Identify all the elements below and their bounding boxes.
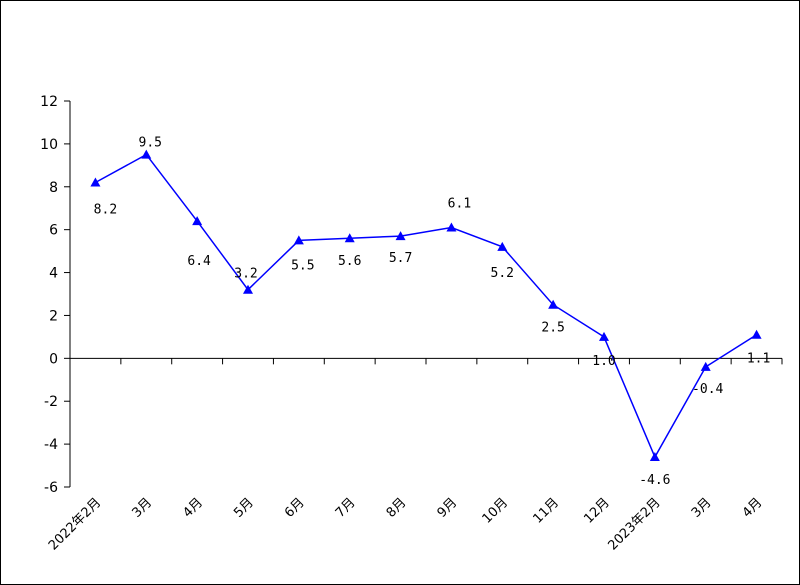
data-label: 6.4	[187, 254, 211, 269]
data-label: -4.6	[639, 473, 670, 488]
x-tick-label: 2023年2月	[605, 495, 663, 553]
y-tick: 10	[40, 137, 70, 153]
data-label: 5.5	[291, 258, 314, 273]
y-tick: -2	[44, 394, 70, 410]
x-tick-label: 4月	[740, 495, 766, 521]
data-point-marker	[90, 177, 101, 187]
data-point-marker	[243, 284, 253, 294]
data-label: 5.7	[389, 251, 412, 266]
y-tick: 8	[49, 180, 70, 196]
y-tick-label: -6	[44, 480, 58, 496]
data-point-marker	[751, 329, 762, 339]
data-label: 6.1	[448, 197, 471, 212]
y-tick: -6	[44, 480, 70, 496]
series-line	[95, 153, 758, 459]
y-tick: 4	[49, 266, 70, 282]
x-tick-label: 2022年2月	[46, 495, 104, 553]
data-label: 1.1	[747, 352, 770, 367]
data-point-marker	[548, 299, 559, 309]
data-label: 5.6	[338, 254, 361, 269]
y-tick: 6	[49, 223, 70, 239]
x-tick-label: 3月	[689, 495, 715, 521]
y-tick: -4	[44, 437, 70, 453]
x-tick-label: 4月	[180, 495, 206, 521]
y-tick-label: 0	[49, 351, 58, 367]
data-point-marker	[497, 241, 508, 251]
x-tick-label: 3月	[129, 495, 155, 521]
x-tick-label: 12月	[581, 495, 612, 526]
y-tick-label: -4	[44, 437, 58, 453]
data-point-marker	[141, 149, 152, 159]
y-tick: 0	[49, 351, 70, 367]
data-point-marker	[395, 231, 406, 241]
x-tick-label: 6月	[282, 495, 308, 521]
data-point-marker	[293, 235, 304, 245]
y-tick-label: 12	[40, 94, 58, 110]
data-label: 3.2	[234, 267, 257, 282]
data-point-marker	[700, 361, 711, 371]
data-label: 5.2	[491, 266, 514, 281]
x-tick-label: 10月	[480, 495, 511, 526]
data-point-marker	[344, 233, 355, 243]
y-tick-label: -2	[44, 394, 58, 410]
data-point-marker	[599, 331, 609, 341]
data-label: 9.5	[139, 136, 162, 151]
y-tick-label: 6	[49, 223, 58, 239]
y-tick-label: 10	[40, 137, 58, 153]
y-tick: 12	[40, 94, 70, 110]
x-tick-label: 9月	[435, 495, 461, 521]
x-tick-label: 11月	[530, 495, 561, 526]
x-tick-label: 7月	[333, 495, 359, 521]
data-point-marker	[649, 451, 660, 461]
data-label: -0.4	[692, 382, 723, 397]
y-tick-label: 4	[49, 266, 58, 282]
data-point-marker	[446, 222, 457, 232]
data-point-marker	[192, 216, 203, 226]
data-label: 2.5	[541, 321, 564, 336]
data-label: 1.0	[592, 354, 615, 369]
y-tick: 2	[49, 308, 70, 324]
x-tick-label: 8月	[384, 495, 410, 521]
y-tick-label: 2	[49, 308, 58, 324]
x-tick-label: 5月	[231, 495, 257, 521]
y-tick-label: 8	[49, 180, 58, 196]
data-label: 8.2	[94, 202, 117, 217]
